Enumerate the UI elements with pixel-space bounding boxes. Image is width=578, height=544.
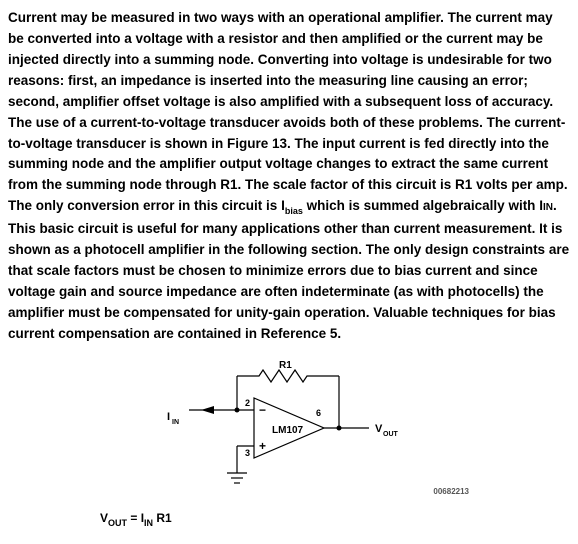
svg-text:−: − — [259, 403, 266, 417]
eq-vout-sub: OUT — [108, 518, 127, 528]
iin-sub: IN — [543, 202, 553, 213]
eq-r1: R1 — [153, 511, 172, 525]
svg-text:2: 2 — [245, 398, 250, 408]
eq-iin-sub: IN — [144, 518, 153, 528]
para-text-3: . This basic circuit is useful for many … — [8, 198, 569, 340]
svg-text:I: I — [167, 411, 170, 423]
svg-text:IN: IN — [172, 419, 179, 426]
para-text-2: which is summed algebraically with — [303, 198, 539, 213]
figure-block: LM107− +2 3 6 IIN R1 VOUT 00682213 — [109, 358, 469, 498]
para-text-1: Current may be measured in two ways with… — [8, 10, 568, 213]
equation: VOUT = IIN R1 — [100, 509, 570, 530]
svg-text:6: 6 — [316, 408, 321, 418]
svg-text:R1: R1 — [279, 360, 292, 371]
figure-code: 00682213 — [433, 486, 469, 498]
svg-text:LM107: LM107 — [272, 425, 304, 436]
eq-vout-V: V — [100, 511, 108, 525]
circuit-diagram: LM107− +2 3 6 IIN R1 VOUT — [159, 358, 419, 498]
eq-eq: = — [127, 511, 141, 525]
ibias-sub: bias — [285, 206, 303, 216]
svg-text:OUT: OUT — [383, 431, 399, 438]
body-paragraph: Current may be measured in two ways with… — [8, 8, 570, 344]
svg-text:3: 3 — [245, 448, 250, 458]
svg-text:+: + — [259, 439, 266, 453]
svg-text:V: V — [375, 423, 383, 435]
figure-wrap: LM107−+236IINR1VOUT 00682213 VOUT = IIN … — [8, 358, 570, 530]
